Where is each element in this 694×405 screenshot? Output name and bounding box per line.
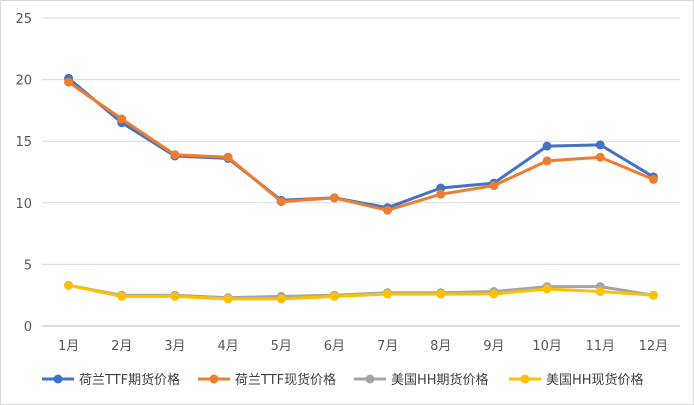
legend-label: 美国HH期货价格 xyxy=(391,372,489,388)
legend-label: 美国HH现货价格 xyxy=(546,372,644,388)
data-point xyxy=(329,193,339,203)
data-point xyxy=(595,287,605,297)
data-point xyxy=(489,289,499,299)
y-tick-label: 0 xyxy=(24,320,32,335)
data-point xyxy=(648,290,658,300)
data-point xyxy=(223,152,233,162)
data-point xyxy=(223,294,233,304)
x-tick-label: 8月 xyxy=(430,339,451,354)
data-point xyxy=(276,294,286,304)
data-point xyxy=(436,289,446,299)
data-point xyxy=(117,291,127,301)
x-tick-label: 11月 xyxy=(585,339,615,354)
x-tick-label: 12月 xyxy=(639,339,669,354)
y-tick-label: 10 xyxy=(15,197,32,212)
data-point xyxy=(329,291,339,301)
data-point xyxy=(383,205,393,215)
legend-marker xyxy=(209,374,219,384)
x-tick-label: 4月 xyxy=(217,339,238,354)
data-point xyxy=(542,284,552,294)
series-line-2 xyxy=(67,80,655,212)
y-tick-label: 20 xyxy=(15,74,32,89)
data-point xyxy=(542,156,552,166)
x-tick-label: 2月 xyxy=(111,339,132,354)
data-point xyxy=(436,189,446,199)
data-point xyxy=(64,280,74,290)
data-point xyxy=(489,181,499,191)
legend-label: 荷兰TTF现货价格 xyxy=(235,372,336,388)
data-point xyxy=(276,197,286,207)
x-tick-label: 1月 xyxy=(58,339,79,354)
legend-marker xyxy=(365,374,375,384)
data-point xyxy=(542,141,552,151)
data-point xyxy=(117,114,127,124)
legend-label: 荷兰TTF期货价格 xyxy=(79,372,180,388)
x-tick-label: 10月 xyxy=(532,339,562,354)
data-point xyxy=(64,77,74,87)
legend-marker xyxy=(53,374,63,384)
y-tick-label: 25 xyxy=(15,12,32,27)
data-point xyxy=(170,150,180,160)
series-line-4 xyxy=(67,283,655,301)
data-point xyxy=(436,183,446,193)
data-point xyxy=(648,174,658,184)
x-tick-label: 6月 xyxy=(324,339,345,354)
data-point xyxy=(595,152,605,162)
x-tick-label: 5月 xyxy=(271,339,292,354)
data-point xyxy=(383,289,393,299)
x-tick-label: 3月 xyxy=(164,339,185,354)
x-tick-label: 7月 xyxy=(377,339,398,354)
y-tick-label: 5 xyxy=(24,258,32,273)
y-tick-label: 15 xyxy=(15,135,32,150)
data-point xyxy=(170,291,180,301)
x-tick-label: 9月 xyxy=(483,339,504,354)
legend-marker xyxy=(520,374,530,384)
data-point xyxy=(595,140,605,150)
